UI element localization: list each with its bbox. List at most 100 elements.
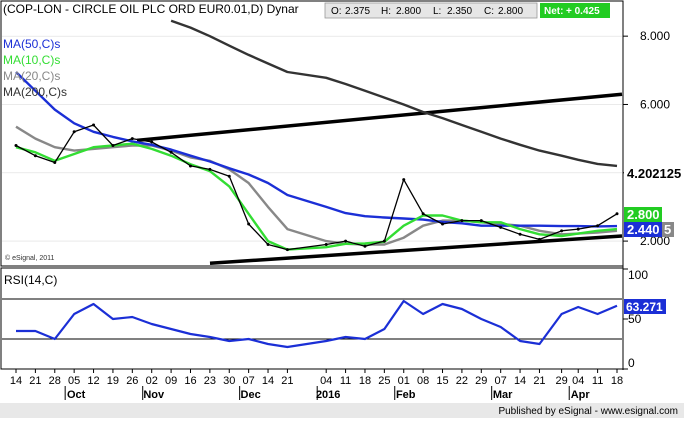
x-tick-label: 16 [184, 375, 196, 387]
price-point [518, 232, 522, 236]
ma50-line [15, 71, 618, 228]
footer-bar [0, 403, 684, 418]
price-point [53, 161, 57, 165]
close-value: 2.800 [498, 6, 523, 17]
month-label: Dec [241, 389, 261, 401]
ma200-tag: 4.202125 [624, 165, 682, 181]
x-tick-label: 04 [320, 375, 332, 387]
rsi-panel-frame [0, 267, 624, 370]
price-point [363, 244, 367, 248]
x-tick-label: 04 [572, 375, 584, 387]
month-label: Feb [396, 389, 416, 401]
price-point [576, 227, 580, 231]
price-tick-label: 6.000 [640, 97, 670, 111]
x-tick-label: 14 [514, 375, 526, 387]
x-tick-label: 29 [555, 375, 567, 387]
x-tick-label: 07 [243, 375, 255, 387]
price-point [111, 143, 115, 147]
price-point [227, 174, 231, 178]
price-tick-label: 8.000 [640, 29, 670, 43]
price-point [266, 243, 270, 247]
x-tick-label: 14 [10, 375, 22, 387]
price-point [441, 222, 445, 226]
ma200-line [170, 19, 618, 168]
price-point [560, 229, 564, 233]
x-tick-label: 25 [378, 375, 390, 387]
rsi-tag-text: 63.271 [626, 300, 663, 314]
x-tick-label: 21 [533, 375, 545, 387]
rsi-tag: 63.271 [624, 299, 666, 314]
x-tick-label: 02 [146, 375, 158, 387]
price-point [247, 222, 251, 226]
ma50-tag-text: 2.440 [627, 222, 660, 237]
x-tick-label: 14 [262, 375, 274, 387]
series-layer [14, 19, 619, 252]
ma20-tag-suffix: 5 [664, 222, 671, 237]
ma50-tag: 2.440 5 [624, 222, 674, 237]
x-tick-label: 01 [398, 375, 410, 387]
trendlines [136, 92, 623, 266]
price-point [479, 219, 483, 223]
x-tick-label: 08 [417, 375, 429, 387]
price-point [33, 154, 37, 158]
x-tick-label: 11 [592, 375, 603, 387]
esignal-watermark: © eSignal, 2011 [5, 254, 55, 262]
x-tick-label: 11 [340, 375, 351, 387]
price-point [150, 140, 154, 144]
high-value: 2.800 [396, 6, 421, 17]
price-point [208, 167, 212, 171]
x-tick-label: 26 [126, 375, 138, 387]
price-point [615, 212, 619, 216]
x-tick-label: 18 [359, 375, 371, 387]
month-label: Apr [571, 389, 591, 401]
price-point [382, 239, 386, 243]
price-point [402, 178, 406, 182]
price-point [188, 164, 192, 168]
rsi-layer [16, 299, 618, 349]
rsi-tick-label: 100 [628, 268, 648, 282]
x-tick-label: 12 [87, 375, 99, 387]
low-label: L: [433, 6, 441, 17]
price-point [130, 137, 134, 141]
ma200-tag-text: 4.202125 [627, 166, 681, 181]
price-point [169, 150, 173, 154]
legend-entry: MA(20,C)s [3, 69, 60, 83]
legend-entry: MA(50,C)s [3, 37, 60, 51]
legend: MA(50,C)s MA(10,C)s MA(20,C)s MA(200,C)s [3, 37, 67, 99]
ohlc-box [324, 2, 538, 19]
x-axis: 14 21 28 05 12 19 26 02 09 16 23 30 07 14 21 04 11 18 25 01… [10, 369, 623, 401]
legend-entry: MA(10,C)s [3, 53, 60, 67]
month-label: 2016 [316, 389, 340, 401]
high-label: H: [381, 6, 391, 17]
month-label: Mar [493, 389, 513, 401]
open-label: O: [331, 6, 342, 17]
x-tick-label: 19 [107, 375, 119, 387]
price-point [344, 239, 348, 243]
rsi-y-axis: 100 50 0 [623, 268, 648, 370]
x-tick-label: 09 [165, 375, 177, 387]
price-point [285, 248, 289, 252]
x-tick-label: 07 [495, 375, 507, 387]
close-tag-text: 2.800 [627, 207, 660, 222]
rsi-label: RSI(14,C) [4, 273, 57, 287]
lower-trendline [209, 234, 623, 266]
month-label: Nov [143, 389, 165, 401]
net-value: + 0.425 [566, 6, 600, 17]
x-tick-label: 21 [29, 375, 41, 387]
price-point [596, 224, 600, 228]
net-label: Net: [544, 6, 563, 17]
net-box [540, 3, 610, 18]
x-tick-label: 18 [611, 375, 623, 387]
price-point [92, 123, 96, 127]
upper-trendline [136, 92, 623, 143]
price-point [72, 130, 76, 134]
rsi-line [16, 299, 618, 349]
month-label: Oct [67, 389, 86, 401]
close-label: C: [484, 6, 494, 17]
x-tick-label: 15 [436, 375, 448, 387]
price-point [324, 243, 328, 247]
x-tick-label: 22 [456, 375, 468, 387]
price-point [537, 237, 541, 241]
